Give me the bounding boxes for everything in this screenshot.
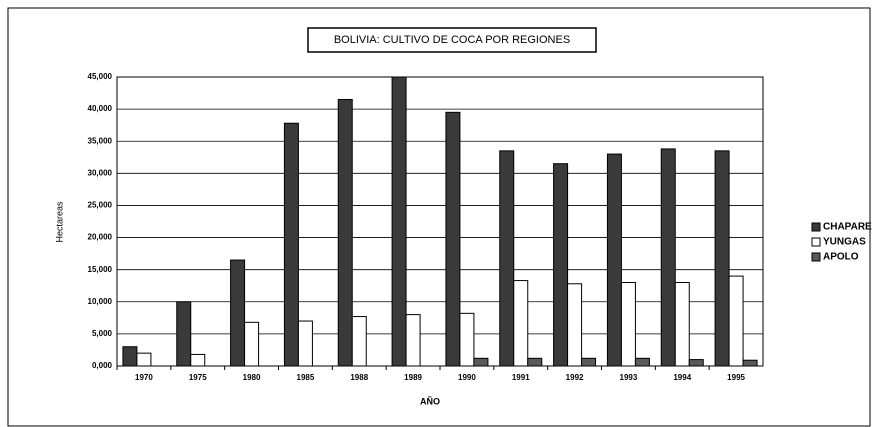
bar (674, 282, 690, 367)
bar (714, 150, 730, 367)
bar (405, 314, 421, 367)
bar (606, 153, 622, 367)
bar (473, 357, 489, 367)
bar (567, 283, 583, 367)
bar (337, 98, 353, 367)
y-tick-label: 0,000 (92, 361, 113, 370)
bar (136, 352, 152, 367)
bar (244, 321, 260, 367)
bar (445, 111, 461, 367)
y-tick-label: 45,000 (88, 72, 113, 81)
bar (620, 282, 636, 367)
x-tick-label: 1988 (350, 373, 368, 382)
bar (527, 357, 543, 367)
bar (581, 357, 597, 367)
x-tick-label: 1989 (404, 373, 422, 382)
legend-swatch (811, 237, 821, 247)
x-tick-label: 1994 (673, 373, 691, 382)
bar (351, 316, 367, 367)
x-tick-label: 1995 (727, 373, 745, 382)
x-tick-label: 1985 (297, 373, 315, 382)
bar (391, 76, 407, 367)
x-tick-label: 1990 (458, 373, 476, 382)
bar (742, 359, 758, 367)
y-tick-label: 30,000 (88, 168, 113, 177)
y-axis-label: Hectareas (54, 201, 64, 243)
bar (190, 353, 206, 367)
bar (283, 122, 299, 367)
bar (688, 359, 704, 367)
y-tick-label: 25,000 (88, 201, 113, 210)
legend-label: APOLO (823, 252, 859, 263)
legend-swatch (811, 252, 821, 262)
y-tick-label: 5,000 (92, 329, 113, 338)
x-tick-label: 1991 (512, 373, 530, 382)
bar (660, 148, 676, 367)
bar (513, 280, 529, 367)
chart-title: BOLIVIA: CULTIVO DE COCA POR REGIONES (334, 34, 570, 46)
title-box (307, 27, 597, 53)
legend-label: CHAPARE (823, 222, 872, 233)
x-tick-label: 1993 (620, 373, 638, 382)
x-tick-label: 1992 (566, 373, 584, 382)
bar (176, 301, 192, 367)
bar (728, 275, 744, 367)
bar (634, 357, 650, 367)
bar (297, 320, 313, 367)
x-tick-label: 1975 (189, 373, 207, 382)
bar (230, 259, 246, 367)
y-tick-label: 15,000 (88, 265, 113, 274)
legend-swatch (811, 222, 821, 232)
y-tick-label: 40,000 (88, 104, 113, 113)
x-tick-label: 1970 (135, 373, 153, 382)
bar (553, 163, 569, 367)
x-tick-label: 1980 (243, 373, 261, 382)
bar (459, 312, 475, 367)
y-tick-label: 10,000 (88, 297, 113, 306)
x-axis-label: AÑO (420, 396, 440, 406)
y-tick-label: 35,000 (88, 136, 113, 145)
y-tick-label: 20,000 (88, 233, 113, 242)
legend-label: YUNGAS (823, 237, 866, 248)
bar (499, 150, 515, 367)
bar (122, 346, 138, 367)
